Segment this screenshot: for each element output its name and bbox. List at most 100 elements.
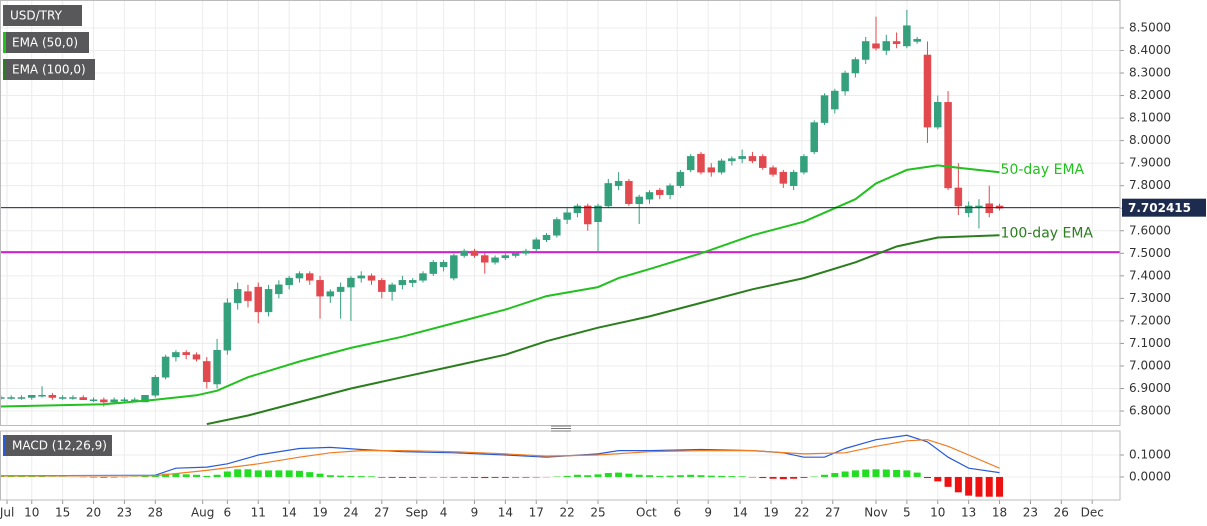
candle-body: [429, 262, 438, 274]
price-label: 7.702415: [1128, 201, 1191, 215]
x-tick-label: Dec: [1081, 506, 1104, 520]
candle-body: [800, 156, 808, 173]
x-tick-label: 17: [529, 506, 544, 520]
legend-entry: EMA (100,0): [12, 63, 86, 77]
candle-body: [7, 397, 15, 399]
candle-body: [563, 212, 571, 220]
histogram-bar: [223, 471, 231, 477]
candle-body: [934, 102, 942, 128]
indicator-name: MACD (12,26,9): [12, 439, 107, 453]
histogram-bar: [337, 475, 345, 477]
y-tick-label: 6.8000: [1129, 404, 1171, 418]
x-tick-label: 4: [440, 506, 448, 520]
histogram-bar: [398, 476, 406, 478]
candle-body: [913, 38, 921, 42]
x-tick-label: 28: [148, 506, 163, 520]
candle-body: [779, 171, 788, 184]
x-tick-label: 9: [704, 506, 712, 520]
candle-body: [141, 395, 149, 403]
histogram-bar: [882, 469, 890, 477]
histogram-bar: [563, 475, 571, 477]
histogram-bar: [275, 470, 283, 477]
histogram-bar: [7, 476, 15, 477]
candle-body: [151, 376, 160, 396]
histogram-bar: [707, 475, 715, 477]
candle-body: [69, 397, 77, 399]
histogram-bar: [790, 476, 798, 479]
candle-body: [573, 205, 582, 213]
candle-body: [481, 255, 489, 263]
price-label-box: [1122, 198, 1206, 217]
candle-body: [542, 235, 551, 241]
y-tick-label: 7.9000: [1129, 156, 1171, 170]
candle-body: [604, 183, 613, 207]
legend-box: [3, 5, 82, 26]
histogram-bar: [615, 472, 623, 477]
histogram-bar: [234, 469, 242, 477]
histogram-bar: [594, 474, 602, 477]
candle-body: [285, 277, 293, 286]
candle-body: [357, 275, 365, 279]
candle-body: [120, 399, 129, 402]
y-tick-label: 8.3000: [1129, 66, 1171, 80]
legend-swatch: [3, 32, 6, 53]
histogram-bar: [893, 469, 901, 477]
signal-line: [0, 439, 1000, 477]
candle-body: [944, 102, 952, 189]
x-tick-label: 23: [1023, 506, 1038, 520]
histogram-bar: [285, 470, 293, 477]
x-tick-label: 18: [992, 506, 1007, 520]
price-panel: [0, 9, 1120, 425]
candle-body: [48, 395, 57, 398]
candle-body: [635, 196, 643, 204]
x-tick-label: 10: [24, 506, 39, 520]
histogram-bar: [944, 476, 952, 487]
y-tick-label: 8.0000: [1129, 133, 1171, 147]
candle-body: [532, 239, 540, 250]
histogram-bar: [923, 476, 931, 479]
legend-swatch: [3, 435, 6, 456]
histogram-bar: [522, 476, 530, 478]
histogram-bar: [697, 475, 705, 477]
candle-body: [388, 284, 396, 292]
histogram-bar: [851, 470, 859, 477]
resize-handle[interactable]: [551, 425, 571, 432]
candle-body: [614, 180, 623, 186]
x-tick-label: 15: [55, 506, 70, 520]
histogram-bar: [192, 474, 200, 477]
histogram-bar: [779, 476, 787, 480]
candle-body: [666, 185, 674, 195]
histogram-bar: [470, 476, 478, 478]
histogram-bar: [759, 476, 767, 479]
candle-body: [223, 302, 232, 351]
candle-body: [17, 397, 26, 399]
macd-panel: [0, 434, 1004, 497]
candle-body: [872, 43, 880, 49]
macd-line: [0, 434, 1000, 477]
y-tick-label: 0.0000: [1129, 469, 1171, 483]
candle-body: [192, 354, 201, 360]
x-tick-label: 9: [471, 506, 479, 520]
candle-body: [820, 95, 829, 123]
candle-body: [841, 72, 849, 92]
candle-body: [491, 257, 499, 263]
candle-body: [882, 41, 891, 51]
histogram-bar: [954, 476, 962, 493]
histogram-bar: [666, 475, 674, 477]
histogram-bar: [306, 472, 314, 477]
candle-body: [625, 180, 633, 204]
histogram-bar: [635, 474, 643, 477]
candle-body: [28, 395, 36, 398]
histogram-bar: [625, 473, 633, 477]
x-tick-label: 27: [825, 506, 840, 520]
histogram-bar: [368, 476, 376, 477]
histogram-bar: [821, 474, 829, 477]
candle-body: [439, 262, 448, 268]
x-tick-label: 27: [374, 506, 389, 520]
candle-body: [398, 280, 407, 286]
histogram-bar: [254, 470, 262, 477]
candle-body: [748, 156, 757, 162]
x-tick-label: 10: [930, 506, 945, 520]
histogram-bar: [738, 476, 746, 477]
